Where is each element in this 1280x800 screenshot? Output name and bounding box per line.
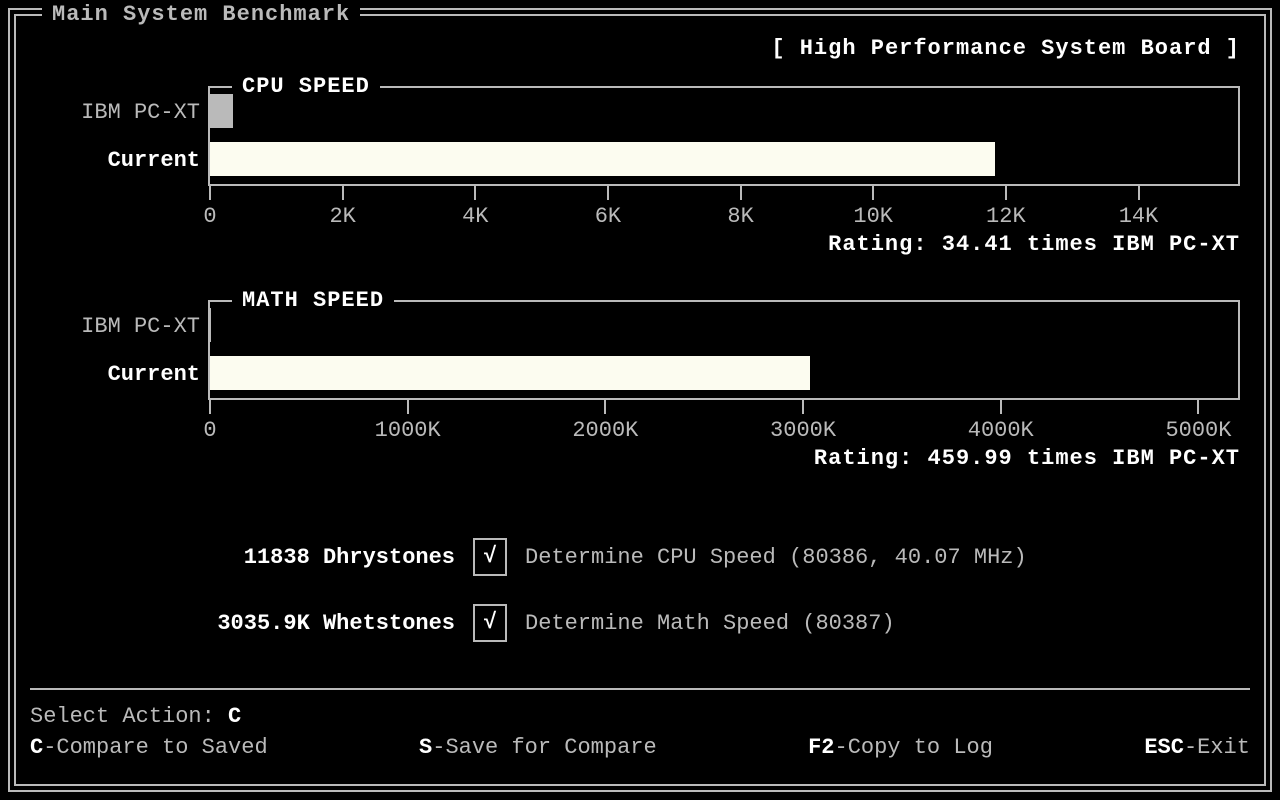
subtitle: [ High Performance System Board ]	[771, 36, 1240, 61]
readouts: 11838 Dhrystones √ Determine CPU Speed (…	[0, 534, 1280, 646]
math-chart: MATH SPEED IBM PC-XT Current 0 1000K 2000K 300…	[0, 290, 1280, 490]
math-test-label[interactable]: Determine Math Speed (80387)	[525, 611, 1165, 636]
select-action-label: Select Action:	[30, 704, 215, 729]
tick-label: 5000K	[1158, 418, 1238, 443]
tick-label: 0	[170, 204, 250, 229]
tick-label: 4K	[435, 204, 515, 229]
dhrystones-value: 11838 Dhrystones	[115, 545, 455, 570]
tick-label: 4000K	[961, 418, 1041, 443]
tick-label: 8K	[701, 204, 781, 229]
tick-label: 0	[170, 418, 250, 443]
footer: Select Action: C C-Compare to Saved S-Sa…	[30, 704, 1250, 760]
bar-ref	[210, 94, 233, 128]
bar-cur	[210, 142, 995, 176]
cpu-test-label[interactable]: Determine CPU Speed (80386, 40.07 MHz)	[525, 545, 1165, 570]
chart-title: MATH SPEED	[232, 288, 394, 313]
whetstones-value: 3035.9K Whetstones	[115, 611, 455, 636]
cpu-check[interactable]: √	[473, 538, 507, 576]
bar-label-cur: Current	[108, 362, 200, 387]
bar-cur	[210, 356, 810, 390]
cpu-chart: CPU SPEED IBM PC-XT Current 0 2K 4K 6K 8K 10K 12K…	[0, 76, 1280, 276]
tick-label: 10K	[833, 204, 913, 229]
bar-label-ref: IBM PC-XT	[81, 314, 200, 339]
tick-label: 2K	[303, 204, 383, 229]
chart-title: CPU SPEED	[232, 74, 380, 99]
tick-label: 2000K	[565, 418, 645, 443]
bar-label-cur: Current	[108, 148, 200, 173]
rating: Rating: 459.99 times IBM PC-XT	[814, 446, 1240, 471]
footer-separator	[30, 688, 1250, 690]
compare-action[interactable]: C-Compare to Saved	[30, 735, 268, 760]
tick-label: 1000K	[368, 418, 448, 443]
exit-action[interactable]: ESC-Exit	[1144, 735, 1250, 760]
tick-label: 3000K	[763, 418, 843, 443]
math-check[interactable]: √	[473, 604, 507, 642]
select-action-value: C	[228, 704, 241, 729]
tick-label: 14K	[1099, 204, 1179, 229]
bar-label-ref: IBM PC-XT	[81, 100, 200, 125]
copylog-action[interactable]: F2-Copy to Log	[808, 735, 993, 760]
window-title: Main System Benchmark	[42, 2, 360, 27]
tick-label: 6K	[568, 204, 648, 229]
rating: Rating: 34.41 times IBM PC-XT	[828, 232, 1240, 257]
tick-label: 12K	[966, 204, 1046, 229]
save-action[interactable]: S-Save for Compare	[419, 735, 657, 760]
bar-ref	[210, 308, 211, 342]
